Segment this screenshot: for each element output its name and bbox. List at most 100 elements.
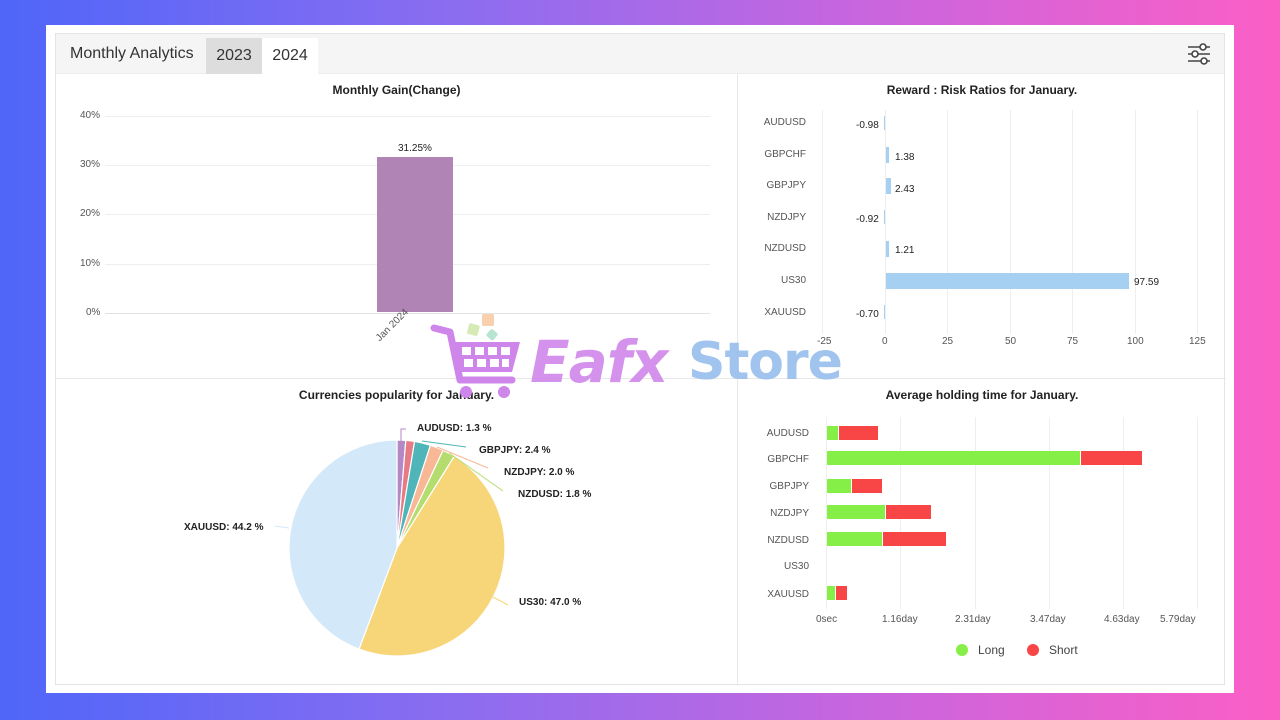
x-tick: 5.79day: [1160, 614, 1196, 625]
pie-chart: [274, 428, 509, 657]
pie-label: NZDJPY: 2.0 %: [504, 467, 575, 478]
gridline: [947, 110, 948, 334]
long-bar[interactable]: [827, 479, 851, 493]
gridline: [885, 110, 886, 334]
pie-label: US30: 47.0 %: [519, 597, 582, 608]
gridline: [105, 116, 710, 117]
rr-bar[interactable]: [884, 210, 885, 224]
pie-label: XAUUSD: 44.2 %: [184, 522, 264, 533]
short-bar[interactable]: [886, 505, 931, 519]
category-label: AUDUSD: [766, 428, 809, 439]
gridline: [1049, 417, 1050, 609]
page-title: Monthly Analytics: [70, 45, 194, 62]
bar-value-label: 1.38: [895, 152, 915, 163]
sliders-icon[interactable]: [1186, 42, 1212, 66]
category-label: NZDJPY: [770, 508, 809, 519]
gridline: [1123, 417, 1124, 609]
pie-label: AUDUSD: 1.3 %: [417, 423, 492, 434]
long-bar[interactable]: [827, 505, 885, 519]
category-label: NZDUSD: [764, 243, 806, 254]
y-tick: 30%: [80, 159, 101, 170]
bar-value-label: -0.92: [856, 214, 879, 225]
gridline: [1197, 110, 1198, 334]
long-bar[interactable]: [827, 586, 835, 600]
category-label: US30: [783, 561, 809, 572]
analytics-header: Monthly Analytics 2023 2024: [56, 34, 1224, 74]
bar-value-label: 97.59: [1134, 277, 1160, 288]
short-bar[interactable]: [836, 586, 847, 600]
category-label: NZDJPY: [767, 212, 806, 223]
x-tick: 1.16day: [882, 614, 918, 625]
y-tick: 40%: [80, 110, 101, 121]
legend-long[interactable]: Long: [956, 643, 1005, 657]
category-label: GBPJPY: [766, 180, 806, 191]
category-label: XAUUSD: [764, 307, 806, 318]
tab-2023[interactable]: 2023: [206, 38, 262, 74]
x-tick: 2.31day: [955, 614, 991, 625]
legend-label: Long: [978, 643, 1005, 657]
short-bar[interactable]: [883, 532, 946, 546]
long-bar[interactable]: [827, 426, 838, 440]
bar-value-label: 2.43: [895, 184, 915, 195]
gridline: [826, 417, 827, 609]
x-tick: 4.63day: [1104, 614, 1140, 625]
chart-title: Currencies popularity for January.: [298, 388, 495, 402]
gain-bar[interactable]: [377, 157, 453, 312]
rr-bar[interactable]: [886, 178, 891, 194]
short-bar[interactable]: [839, 426, 878, 440]
rr-bar[interactable]: [886, 273, 1129, 289]
rr-bar[interactable]: [884, 305, 885, 319]
y-tick: 0%: [86, 307, 101, 318]
legend-dot-short-icon: [1027, 644, 1039, 656]
bar-value-label: 31.25%: [398, 143, 432, 154]
x-tick: 100: [1127, 336, 1144, 347]
pie-slice-us30: [358, 455, 506, 657]
horizontal-divider: [56, 378, 1226, 379]
pie-slice-xauusd: [288, 439, 398, 650]
x-tick: 125: [1189, 336, 1206, 347]
x-tick: 0: [882, 336, 888, 347]
category-label: XAUUSD: [767, 589, 809, 600]
x-tick: 0sec: [816, 614, 838, 625]
gridline: [1197, 417, 1198, 609]
page-frame: Monthly Analytics 2023 2024: [46, 25, 1234, 693]
pie-label: GBPJPY: 2.4 %: [479, 445, 551, 456]
category-label: GBPCHF: [764, 149, 806, 160]
long-bar[interactable]: [827, 532, 882, 546]
monthly-gain-chart: Monthly Gain(Change) 40% 30% 20% 10% 0% …: [56, 74, 737, 378]
category-label: GBPCHF: [767, 454, 809, 465]
bar-value-label: -0.70: [856, 309, 879, 320]
short-bar[interactable]: [852, 479, 882, 493]
analytics-card: Monthly Analytics 2023 2024: [55, 33, 1226, 686]
long-bar[interactable]: [827, 451, 1080, 465]
category-label: GBPJPY: [769, 481, 809, 492]
rr-bar[interactable]: [886, 241, 889, 257]
category-label: US30: [780, 275, 806, 286]
chart-title: Average holding time for January.: [885, 388, 1079, 402]
chart-title: Monthly Gain(Change): [332, 83, 461, 97]
vertical-divider: [737, 74, 738, 686]
rr-bar[interactable]: [886, 147, 889, 163]
gridline: [1135, 110, 1136, 334]
gridline: [822, 110, 823, 334]
category-label: NZDUSD: [767, 535, 809, 546]
x-tick: 75: [1067, 336, 1079, 347]
chart-title: Reward : Risk Ratios for January.: [886, 83, 1078, 97]
rr-bar[interactable]: [884, 116, 885, 130]
x-tick: 25: [942, 336, 954, 347]
y-tick: 10%: [80, 258, 101, 269]
gridline: [975, 417, 976, 609]
pie-label: NZDUSD: 1.8 %: [518, 489, 592, 500]
short-bar[interactable]: [1081, 451, 1142, 465]
tab-2024[interactable]: 2024: [262, 38, 318, 74]
x-tick: 50: [1005, 336, 1017, 347]
legend-dot-long-icon: [956, 644, 968, 656]
gridline: [1072, 110, 1073, 334]
x-tick: -25: [817, 336, 832, 347]
bar-value-label: -0.98: [856, 120, 879, 131]
legend-short[interactable]: Short: [1027, 643, 1078, 657]
x-tick: 3.47day: [1030, 614, 1066, 625]
gridline: [105, 313, 710, 314]
gridline: [1010, 110, 1011, 334]
reward-risk-chart: Reward : Risk Ratios for January. AUDUSD…: [738, 74, 1226, 378]
